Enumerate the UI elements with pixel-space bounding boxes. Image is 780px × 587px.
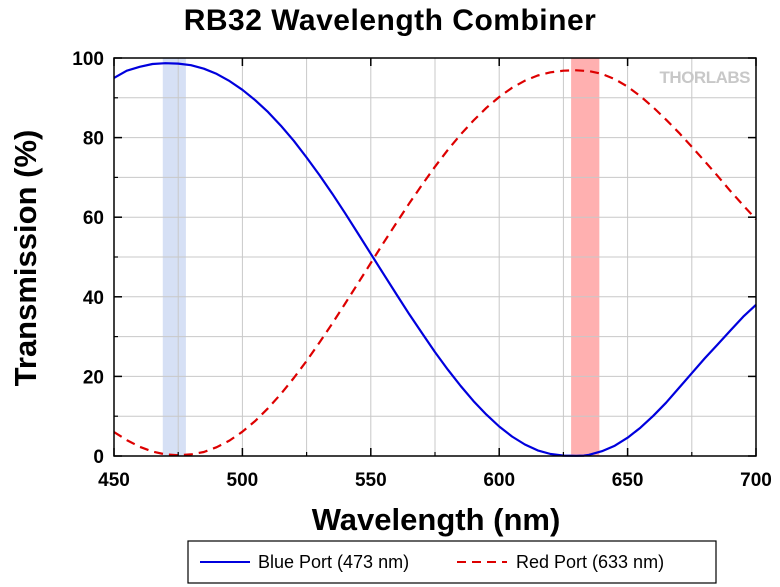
x-tick-label: 650 — [612, 470, 644, 491]
axis-ticks — [113, 57, 757, 457]
y-tick-label: 0 — [93, 447, 104, 468]
legend-label-blue-port: Blue Port (473 nm) — [258, 552, 409, 572]
y-tick-label: 80 — [83, 129, 104, 150]
y-tick-label: 60 — [83, 208, 104, 229]
legend-label-red-port: Red Port (633 nm) — [516, 552, 664, 572]
series-line-red-port — [113, 69, 757, 457]
x-tick-label: 500 — [227, 470, 259, 491]
x-tick-label: 700 — [740, 470, 772, 491]
x-tick-label: 600 — [483, 470, 515, 491]
series-line-blue-port — [113, 62, 757, 457]
y-axis-title: Transmission (%) — [8, 130, 43, 387]
series-lines — [113, 62, 757, 457]
y-tick-label: 20 — [83, 367, 104, 388]
chart-title: RB32 Wavelength Combiner — [183, 4, 597, 37]
legend-box — [187, 540, 717, 584]
x-axis-title: Wavelength (nm) — [312, 502, 561, 537]
y-tick-label: 100 — [72, 49, 104, 70]
x-tick-labels: 450 500 550 600 650 700 — [98, 470, 772, 491]
grid-lines — [114, 58, 756, 456]
x-tick-label: 550 — [355, 470, 387, 491]
y-tick-label: 40 — [83, 288, 104, 309]
y-tick-labels: 0 20 40 60 80 100 — [72, 49, 104, 468]
legend: Blue Port (473 nm) Red Port (633 nm) — [187, 540, 717, 584]
thorlabs-logo: THORLABS — [660, 68, 751, 87]
x-tick-label: 450 — [98, 470, 130, 491]
